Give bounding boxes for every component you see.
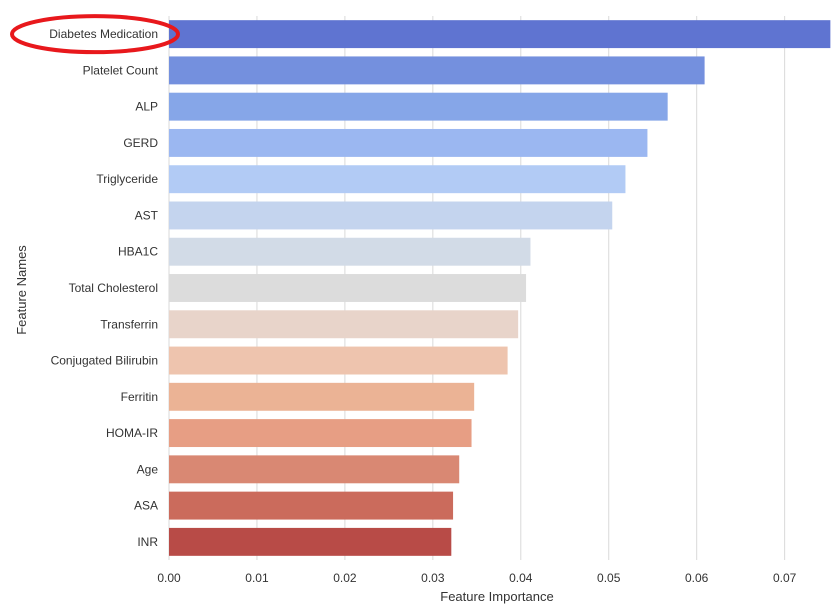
x-tick-label: 0.01 [245,571,269,585]
y-tick-label: Age [137,462,159,476]
x-tick-label: 0.06 [685,571,709,585]
y-tick-label: INR [137,535,158,549]
y-tick-label: GERD [123,136,158,150]
bar [169,20,831,49]
y-tick-label: Platelet Count [83,63,159,77]
y-tick-label: ALP [135,100,158,114]
y-tick-label: HOMA-IR [106,426,158,440]
bar [169,274,527,302]
x-tick-labels: 0.00 0.01 0.02 0.03 0.04 0.05 0.06 0.07 [157,571,796,585]
bar [169,201,613,230]
highlight-annotation [10,14,180,55]
bar [169,491,454,520]
x-tick-label: 0.04 [509,571,533,585]
x-tick-label: 0.03 [421,571,445,585]
bar [169,128,648,157]
y-tick-label: ASA [134,499,158,513]
x-axis-label: Feature Importance [440,589,553,604]
bar [169,527,452,556]
y-tick-label: Conjugated Bilirubin [51,354,158,368]
y-tick-label: Total Cholesterol [69,281,158,295]
y-tick-labels: Diabetes Medication Platelet Count ALP GERD… [49,27,158,549]
x-tick-label: 0.02 [333,571,357,585]
y-tick-label: Triglyceride [96,172,158,186]
y-tick-label: Diabetes Medication [49,27,158,41]
bar [169,237,531,266]
y-tick-label: Transferrin [100,317,158,331]
y-tick-label: Ferritin [121,390,158,404]
x-tick-label: 0.07 [773,571,797,585]
bar [169,346,508,375]
bar [169,92,668,121]
bar [169,382,475,411]
y-tick-label: AST [135,208,159,222]
bars [169,20,831,556]
y-axis-label: Feature Names [14,245,29,335]
bar [169,310,519,339]
bar [169,419,472,448]
bar [169,455,460,484]
highlight-ellipse [10,14,180,55]
y-tick-label: HBA1C [118,245,158,259]
x-tick-label: 0.05 [597,571,621,585]
x-tick-label: 0.00 [157,571,181,585]
bar [169,56,705,85]
bar [169,165,626,194]
